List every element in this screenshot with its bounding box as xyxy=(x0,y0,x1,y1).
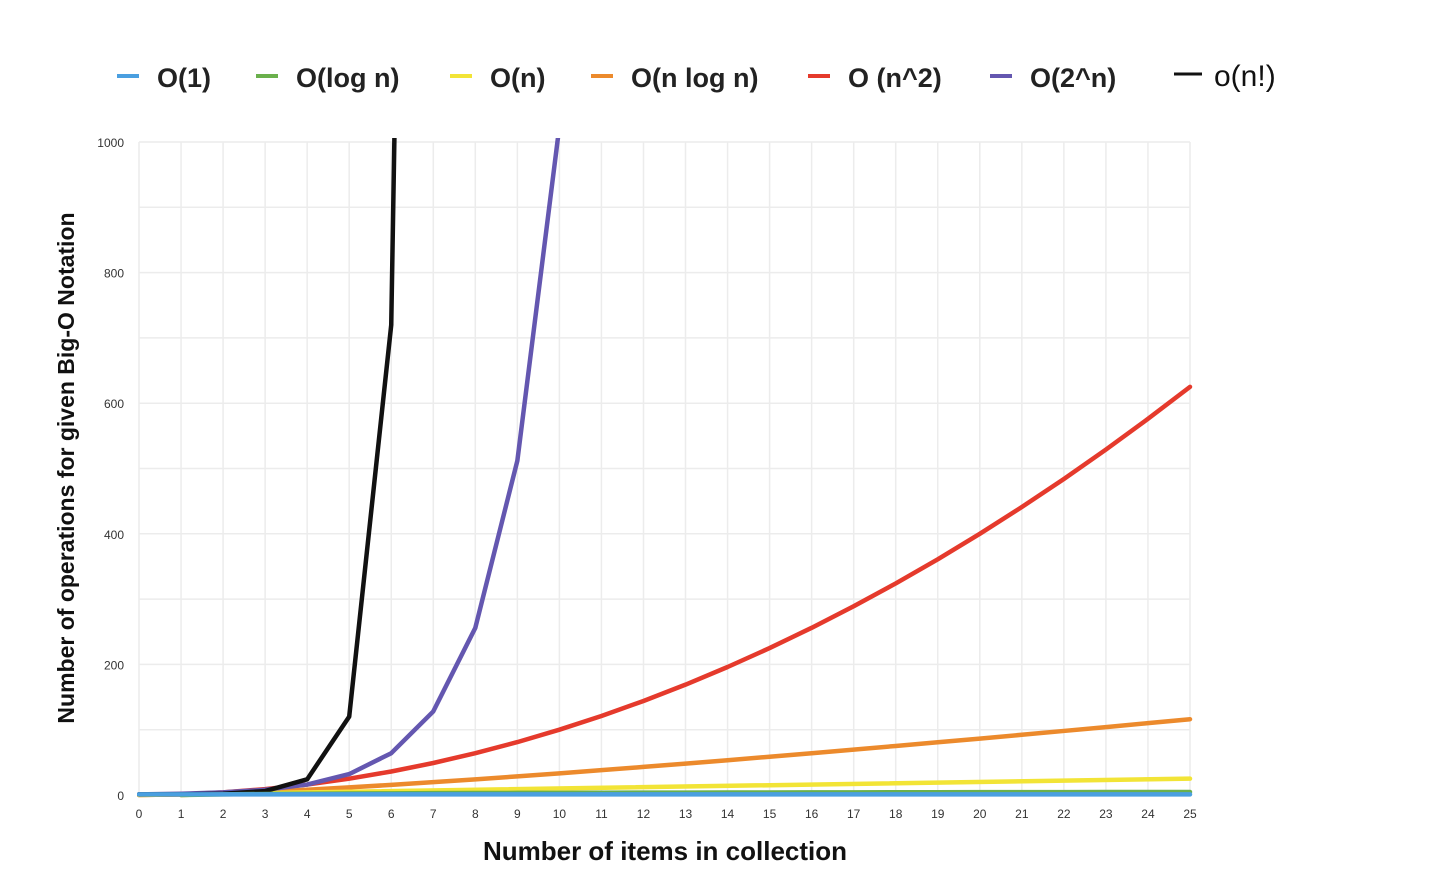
x-tick-label: 4 xyxy=(304,807,311,821)
x-tick-label: 2 xyxy=(220,807,227,821)
y-tick-label: 1000 xyxy=(97,136,124,150)
x-tick-label: 14 xyxy=(721,807,735,821)
x-tick-label: 3 xyxy=(262,807,269,821)
legend-label: O(2^n) xyxy=(1030,63,1116,93)
series-line-3 xyxy=(178,717,1193,798)
x-tick-label: 1 xyxy=(178,807,185,821)
y-tick-label: 200 xyxy=(104,658,124,672)
y-tick-labels: 0 200 400 600 800 1000 xyxy=(97,136,124,803)
x-tick-label: 22 xyxy=(1057,807,1071,821)
x-tick-label: 8 xyxy=(472,807,479,821)
x-tick-label: 21 xyxy=(1015,807,1029,821)
x-tick-labels: 0 1 2 3 4 5 6 7 8 9 10 11 12 13 14 15 16 17 18 19 20 21 22 23 24… xyxy=(136,807,1197,821)
x-tick-label: 24 xyxy=(1141,807,1155,821)
y-tick-label: 800 xyxy=(104,267,124,281)
legend-item: O(n) xyxy=(450,63,545,93)
x-tick-label: 13 xyxy=(679,807,693,821)
x-tick-label: 20 xyxy=(973,807,987,821)
y-tick-label: 400 xyxy=(104,528,124,542)
legend-item: O(n log n) xyxy=(591,63,758,93)
x-tick-label: 16 xyxy=(805,807,819,821)
legend-label: O(n) xyxy=(490,63,545,93)
legend: O(1) O(log n) O(n) O(n log n) O (n^2) O(2^n) o… xyxy=(117,60,1276,93)
y-tick-label: 600 xyxy=(104,397,124,411)
legend-item: o(n!) xyxy=(1174,60,1276,93)
x-tick-label: 9 xyxy=(514,807,521,821)
x-tick-label: 0 xyxy=(136,807,143,821)
legend-label: O(1) xyxy=(157,63,211,93)
x-tick-label: 6 xyxy=(388,807,395,821)
legend-label: O (n^2) xyxy=(848,63,942,93)
legend-label: o(n!) xyxy=(1214,60,1276,93)
x-axis-title: Number of items in collection xyxy=(483,836,847,866)
legend-label: O(n log n) xyxy=(631,63,758,93)
x-tick-label: 18 xyxy=(889,807,903,821)
y-axis-title: Number of operations for given Big-O Not… xyxy=(53,212,79,723)
x-tick-label: 25 xyxy=(1183,807,1197,821)
legend-item: O(2^n) xyxy=(990,63,1116,93)
grid xyxy=(138,141,1191,796)
legend-label: O(log n) xyxy=(296,63,399,93)
x-tick-label: 11 xyxy=(595,807,608,821)
y-tick-label: 0 xyxy=(117,789,124,803)
x-tick-label: 7 xyxy=(430,807,437,821)
x-tick-label: 5 xyxy=(346,807,353,821)
x-tick-label: 10 xyxy=(553,807,567,821)
legend-item: O(1) xyxy=(117,63,211,93)
series-lines xyxy=(137,138,1193,798)
x-tick-label: 15 xyxy=(763,807,777,821)
x-tick-label: 12 xyxy=(637,807,651,821)
x-tick-label: 23 xyxy=(1099,807,1113,821)
x-tick-label: 17 xyxy=(847,807,861,821)
legend-item: O(log n) xyxy=(256,63,399,93)
x-tick-label: 19 xyxy=(931,807,945,821)
legend-item: O (n^2) xyxy=(808,63,942,93)
